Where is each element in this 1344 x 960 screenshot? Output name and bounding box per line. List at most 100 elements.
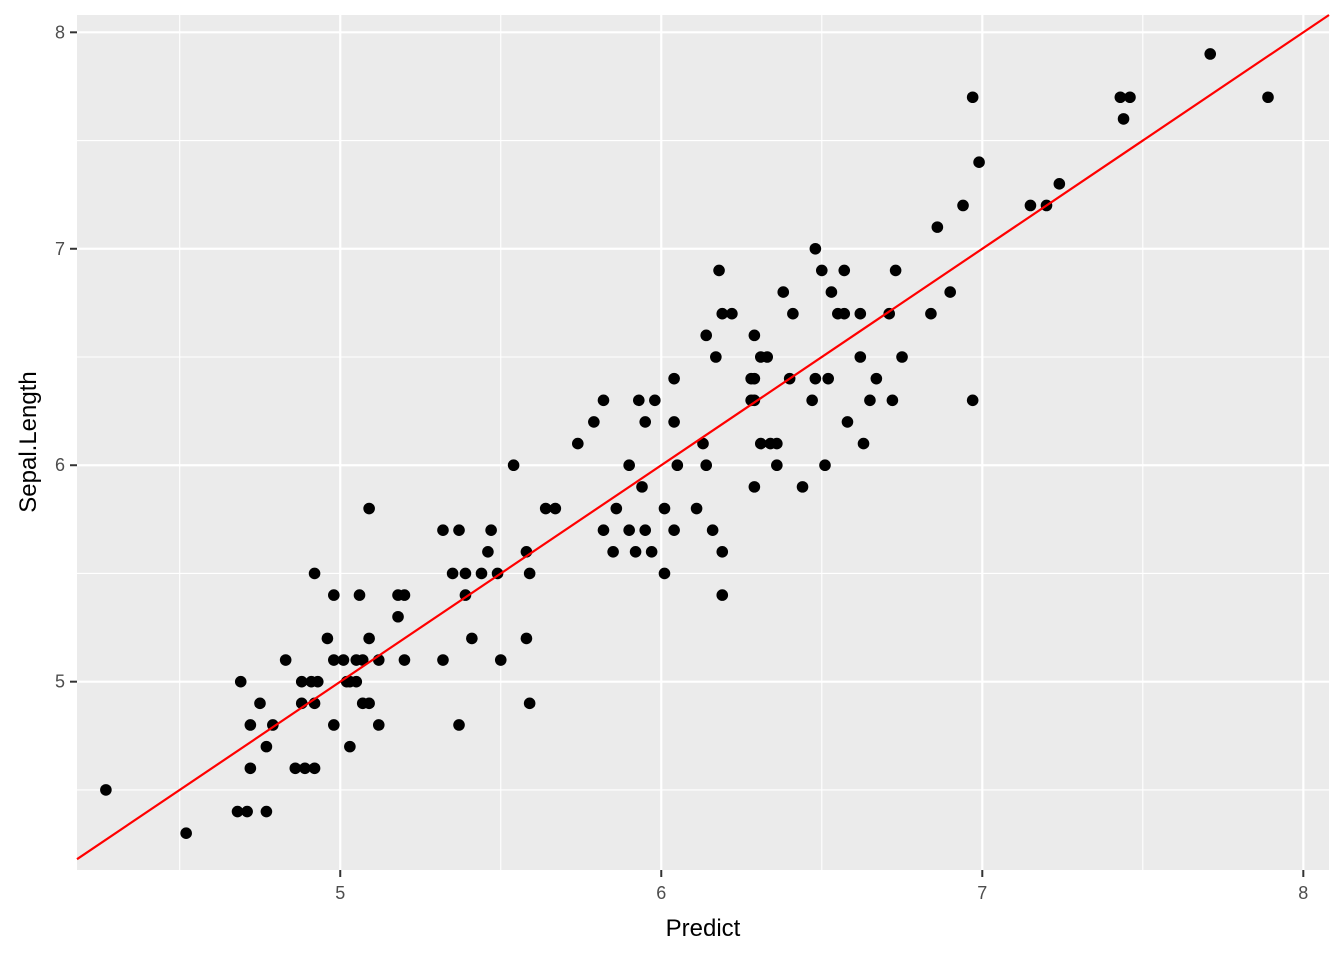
data-point xyxy=(944,286,956,298)
data-point xyxy=(299,762,311,775)
data-point xyxy=(886,394,899,407)
data-point xyxy=(645,546,658,558)
data-point xyxy=(328,589,340,601)
data-point xyxy=(180,827,192,840)
reference-line xyxy=(76,14,1330,861)
data-point xyxy=(588,416,600,428)
x-tick-label: 7 xyxy=(977,883,987,903)
data-point xyxy=(649,394,661,407)
y-tick-label: 8 xyxy=(55,22,65,42)
data-point xyxy=(241,805,253,818)
data-point xyxy=(896,351,908,363)
data-point xyxy=(841,416,854,428)
data-point xyxy=(308,762,321,775)
data-point xyxy=(523,567,536,580)
data-point xyxy=(748,329,761,342)
data-point xyxy=(889,264,902,277)
data-point xyxy=(697,437,709,450)
data-point xyxy=(700,459,713,472)
data-point xyxy=(437,524,449,536)
x-axis-title: Predict xyxy=(666,915,741,942)
data-point xyxy=(754,437,767,450)
data-point xyxy=(607,546,619,558)
data-point xyxy=(437,654,449,666)
data-point xyxy=(658,502,671,515)
minor-grid xyxy=(77,15,1329,870)
data-point xyxy=(671,459,684,472)
data-point xyxy=(632,394,645,407)
data-point xyxy=(398,654,411,666)
data-point xyxy=(610,502,623,515)
data-point xyxy=(372,719,385,731)
data-point xyxy=(597,524,610,536)
data-point xyxy=(466,632,478,645)
data-point xyxy=(520,632,533,645)
data-point xyxy=(700,329,713,342)
data-point xyxy=(713,264,725,277)
data-point xyxy=(350,675,363,688)
data-point xyxy=(777,286,790,298)
data-point xyxy=(716,307,729,320)
data-point xyxy=(260,805,273,818)
data-point xyxy=(806,394,818,407)
data-point xyxy=(1114,91,1127,104)
data-point xyxy=(1053,178,1066,190)
data-point xyxy=(311,675,324,688)
x-axis-ticks: 5 6 7 8 xyxy=(335,870,1308,903)
data-point xyxy=(925,307,937,320)
data-point xyxy=(716,546,729,558)
data-point xyxy=(446,567,459,580)
y-axis-title: Sepal.Length xyxy=(15,371,42,512)
data-points xyxy=(100,48,1274,840)
data-point xyxy=(1124,91,1136,104)
data-point xyxy=(822,372,834,385)
y-tick-label: 6 xyxy=(55,455,65,475)
data-point xyxy=(973,156,985,168)
data-point xyxy=(957,199,969,212)
data-point xyxy=(629,546,642,558)
data-point xyxy=(363,697,375,710)
data-point xyxy=(690,502,703,515)
data-point xyxy=(854,307,867,320)
data-point xyxy=(231,805,244,818)
data-point xyxy=(623,524,635,536)
data-point xyxy=(710,351,722,363)
data-point xyxy=(353,589,366,601)
data-point xyxy=(838,264,851,277)
data-point xyxy=(244,762,257,775)
data-point xyxy=(539,502,552,515)
data-point xyxy=(1262,91,1274,104)
data-point xyxy=(787,307,799,320)
data-point xyxy=(815,264,828,277)
data-point xyxy=(706,524,719,536)
data-point xyxy=(668,416,680,428)
data-point xyxy=(870,372,883,385)
data-point xyxy=(716,589,729,601)
data-point xyxy=(356,654,369,666)
data-point xyxy=(459,567,472,580)
data-point xyxy=(726,307,738,320)
data-point xyxy=(796,481,809,493)
data-point xyxy=(100,784,112,796)
data-point xyxy=(771,437,783,450)
data-point xyxy=(308,567,321,580)
data-point xyxy=(597,394,610,407)
data-point xyxy=(475,567,488,580)
x-tick-label: 5 xyxy=(335,883,345,903)
data-point xyxy=(819,459,831,472)
data-point xyxy=(838,307,851,320)
data-point xyxy=(864,394,876,407)
y-axis-ticks: 5 6 7 8 xyxy=(55,22,77,692)
data-point xyxy=(636,481,648,493)
data-point xyxy=(639,524,652,536)
data-point xyxy=(761,351,774,363)
data-point xyxy=(1204,48,1217,60)
data-point xyxy=(321,632,334,645)
data-point xyxy=(363,632,375,645)
data-point xyxy=(392,610,404,623)
data-point xyxy=(931,221,944,233)
data-point xyxy=(668,372,680,385)
data-point xyxy=(344,740,356,753)
data-point xyxy=(234,675,247,688)
